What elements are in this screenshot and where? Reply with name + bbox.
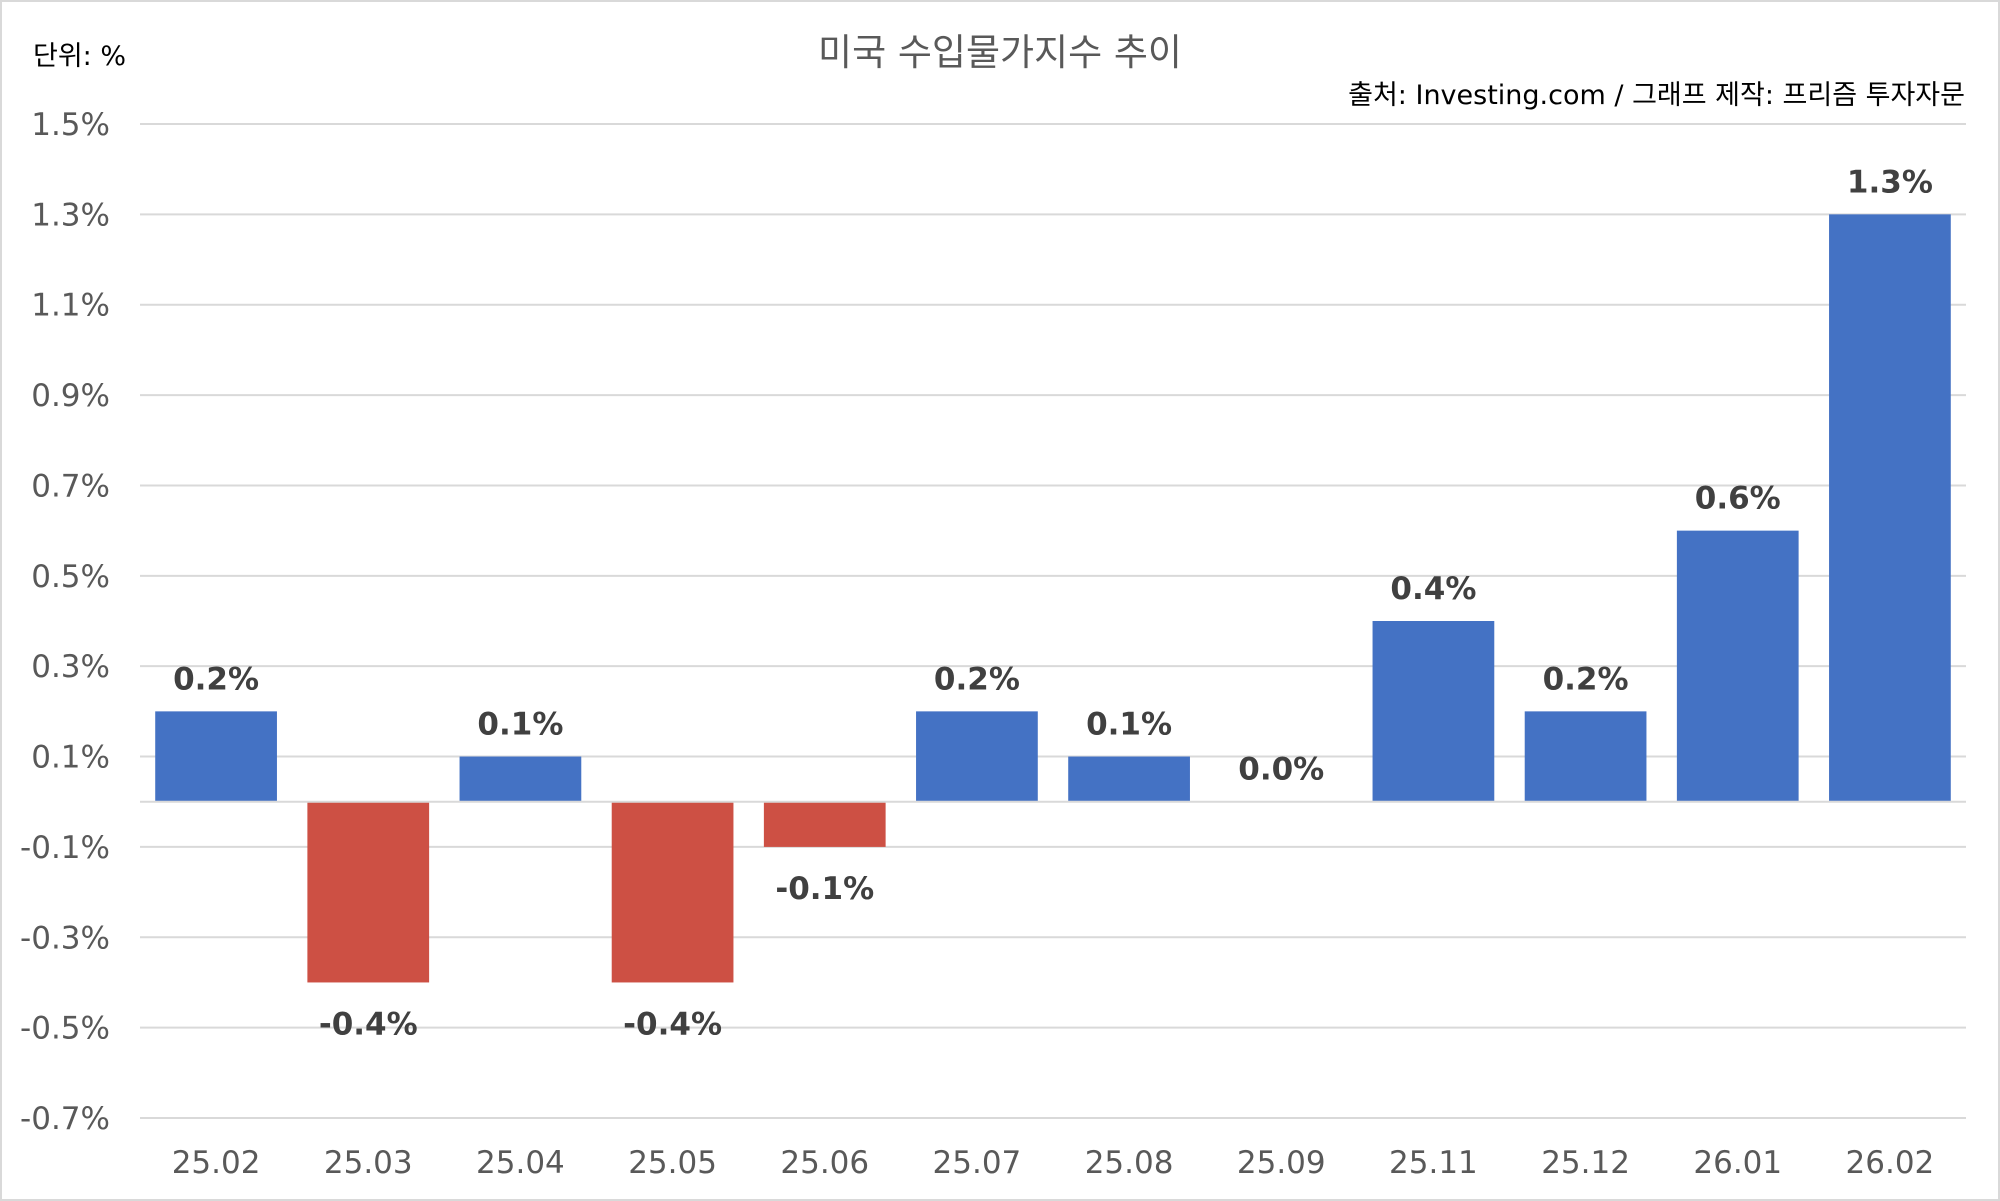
y-tick-label: 0.3% bbox=[31, 649, 110, 685]
data-label: 0.4% bbox=[1390, 571, 1476, 607]
bar-25.02 bbox=[155, 711, 277, 802]
x-tick-label: 25.05 bbox=[628, 1145, 717, 1181]
y-tick-label: 1.3% bbox=[31, 197, 110, 233]
x-tick-label: 25.12 bbox=[1541, 1145, 1630, 1181]
data-label: 0.6% bbox=[1695, 481, 1781, 517]
x-axis-ticks: 25.02 25.03 25.04 25.05 25.06 25.07 25.08 25.09… bbox=[172, 1145, 1935, 1181]
y-tick-label: -0.7% bbox=[20, 1101, 110, 1137]
data-label: 0.2% bbox=[173, 661, 259, 697]
y-tick-label: 1.5% bbox=[31, 107, 110, 143]
bar-26.01 bbox=[1676, 530, 1799, 802]
data-label: -0.1% bbox=[775, 871, 874, 907]
data-label: 0.2% bbox=[934, 661, 1020, 697]
data-label: 1.3% bbox=[1847, 164, 1933, 200]
source-label: 출처: Investing.com / 그래프 제작: 프리즘 투자자문 bbox=[1348, 80, 1965, 111]
y-tick-label: 0.5% bbox=[31, 559, 110, 595]
bars bbox=[155, 214, 1951, 983]
data-labels: 0.2% -0.4% 0.1% -0.4% -0.1% 0.2% 0.1% 0.0% 0.4% 0… bbox=[173, 164, 1933, 1042]
x-tick-label: 25.02 bbox=[172, 1145, 261, 1181]
x-tick-label: 25.07 bbox=[933, 1145, 1022, 1181]
x-tick-label: 25.11 bbox=[1389, 1145, 1478, 1181]
bar-25.06 bbox=[763, 801, 886, 847]
chart-title: 미국 수입물가지수 추이 bbox=[818, 31, 1182, 74]
x-tick-label: 25.03 bbox=[324, 1145, 413, 1181]
bar-25.03 bbox=[307, 801, 430, 983]
y-tick-label: 0.9% bbox=[31, 378, 110, 414]
data-label: -0.4% bbox=[623, 1006, 722, 1042]
y-tick-label: 1.1% bbox=[31, 288, 110, 324]
y-tick-label: -0.3% bbox=[20, 920, 110, 956]
x-tick-label: 26.01 bbox=[1693, 1145, 1782, 1181]
x-tick-label: 26.02 bbox=[1846, 1145, 1935, 1181]
bar-25.08 bbox=[1068, 756, 1190, 802]
x-tick-label: 25.06 bbox=[780, 1145, 869, 1181]
data-label: -0.4% bbox=[319, 1006, 418, 1042]
y-tick-label: 0.1% bbox=[31, 740, 110, 776]
y-tick-label: 0.7% bbox=[31, 468, 110, 504]
data-label: 0.2% bbox=[1543, 661, 1629, 697]
bar-25.04 bbox=[459, 756, 582, 802]
x-tick-label: 25.09 bbox=[1237, 1145, 1326, 1181]
bar-25.05 bbox=[611, 801, 734, 983]
data-label: 0.1% bbox=[1086, 707, 1172, 743]
y-tick-label: -0.1% bbox=[20, 830, 110, 866]
gridlines bbox=[140, 123, 1966, 1119]
data-label: 0.0% bbox=[1238, 752, 1324, 788]
bar-25.12 bbox=[1524, 711, 1647, 802]
x-tick-label: 25.04 bbox=[476, 1145, 565, 1181]
bar-26.02 bbox=[1829, 214, 1951, 802]
y-axis-ticks: 1.5% 1.3% 1.1% 0.9% 0.7% 0.5% 0.3% 0.1% -0.1% -0.… bbox=[20, 107, 110, 1137]
y-tick-label: -0.5% bbox=[20, 1011, 110, 1047]
bar-25.11 bbox=[1372, 621, 1495, 802]
unit-label: 단위: % bbox=[33, 41, 126, 72]
x-tick-label: 25.08 bbox=[1085, 1145, 1174, 1181]
bar-25.07 bbox=[916, 711, 1038, 802]
data-label: 0.1% bbox=[477, 707, 563, 743]
